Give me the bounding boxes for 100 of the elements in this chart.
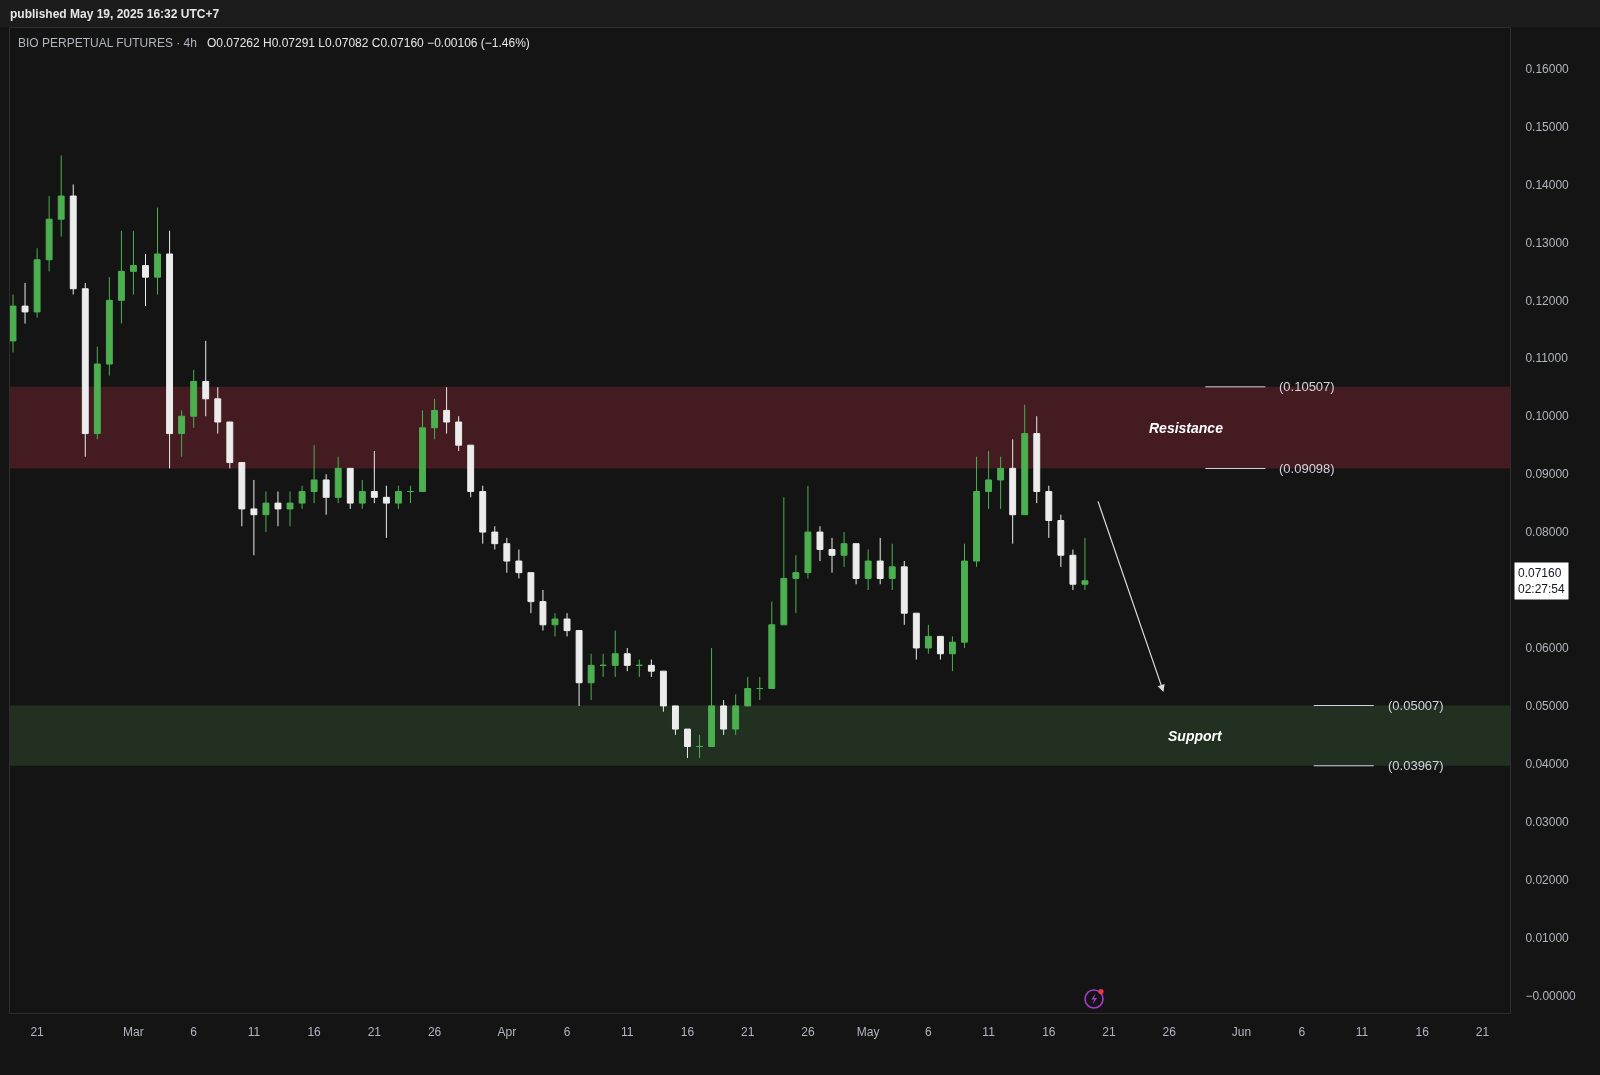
x-tick-label: 16 xyxy=(1042,1025,1056,1040)
candlestick xyxy=(756,676,764,701)
x-tick-label: 6 xyxy=(925,1025,933,1040)
x-tick-label: Apr xyxy=(497,1025,517,1040)
candlestick xyxy=(647,659,655,678)
x-tick-label: 26 xyxy=(1162,1025,1177,1040)
candlestick xyxy=(973,456,980,568)
y-tick-label: 0.14000 xyxy=(1525,177,1570,192)
candlestick xyxy=(310,444,318,504)
candlestick xyxy=(69,183,77,296)
candlestick xyxy=(455,415,463,452)
text: BIO PERPETUAL FUTURES · 4h xyxy=(18,36,197,50)
candlestick xyxy=(780,496,788,626)
candlestick xyxy=(1009,438,1017,545)
candlestick xyxy=(696,734,703,759)
candlestick xyxy=(214,386,222,435)
x-tick-label: 16 xyxy=(680,1025,695,1040)
candlestick xyxy=(949,635,956,672)
candlestick xyxy=(21,282,29,324)
candlestick xyxy=(720,699,728,736)
x-tick-label: 26 xyxy=(427,1025,442,1040)
candlestick xyxy=(1057,514,1065,568)
text: published May 19, 2025 16:32 UTC+7 xyxy=(10,7,220,21)
candlestick xyxy=(840,531,848,568)
candlestick xyxy=(1021,404,1029,516)
candlestick xyxy=(563,612,571,637)
candlestick xyxy=(117,230,125,324)
annotation: (0.03967) xyxy=(1388,758,1444,773)
text: 0.07160 02:27:54 xyxy=(1518,566,1566,596)
x-tick-label: 21 xyxy=(30,1025,45,1040)
candlestick xyxy=(744,676,752,707)
x-tick-label: 11 xyxy=(982,1025,996,1040)
x-tick-label: 21 xyxy=(741,1025,755,1040)
candlestick xyxy=(924,624,932,655)
candlestick xyxy=(274,491,282,527)
x-tick-label: Jun xyxy=(1231,1025,1252,1040)
y-tick-label: 0.03000 xyxy=(1525,814,1570,829)
candlestick xyxy=(635,659,643,678)
y-tick-label: 0.09000 xyxy=(1525,467,1570,482)
candlestick xyxy=(443,386,451,435)
candlestick xyxy=(876,537,884,585)
candlestick xyxy=(1069,548,1077,591)
candlestick xyxy=(394,485,402,510)
x-tick-label: 26 xyxy=(801,1025,815,1040)
candlestick xyxy=(334,456,342,504)
candlestick xyxy=(587,653,595,701)
candlestick xyxy=(238,462,246,527)
candlestick xyxy=(551,612,559,637)
candlestick xyxy=(575,630,583,707)
candlestick xyxy=(539,589,547,632)
annotation: (0.05007) xyxy=(1388,698,1444,713)
candlestick xyxy=(515,548,523,579)
candlestick xyxy=(322,473,330,516)
candlestick xyxy=(816,525,824,562)
candlestick xyxy=(10,294,17,353)
y-tick-label: 0.01000 xyxy=(1525,930,1570,945)
x-tick-label: 21 xyxy=(367,1025,382,1040)
candlestick xyxy=(407,485,414,504)
x-tick-label: 6 xyxy=(1298,1025,1306,1040)
x-tick-label: 21 xyxy=(1475,1025,1490,1040)
y-tick-label: 0.10000 xyxy=(1525,409,1570,424)
candlestick xyxy=(166,230,174,469)
y-tick-label: 0.16000 xyxy=(1525,61,1570,76)
candlestick xyxy=(202,340,210,417)
candlestick xyxy=(659,670,667,713)
annotation: (0.09098) xyxy=(1279,461,1335,476)
candlestick xyxy=(936,635,944,661)
band-label: Support xyxy=(1168,728,1223,744)
y-tick-label: 0.05000 xyxy=(1525,699,1570,714)
y-tick-label: 0.12000 xyxy=(1525,293,1570,308)
candlestick xyxy=(226,421,234,469)
candlestick xyxy=(346,467,354,510)
candlestick xyxy=(262,491,270,533)
x-tick-label: 16 xyxy=(307,1025,322,1040)
x-tick-label: 11 xyxy=(621,1025,634,1040)
candlestick xyxy=(768,601,776,690)
candlestick xyxy=(623,647,631,672)
x-tick-label: 6 xyxy=(563,1025,571,1040)
candlestick xyxy=(431,398,439,440)
x-tick-label: 6 xyxy=(190,1025,198,1040)
candlestick xyxy=(250,479,258,556)
candlestick xyxy=(154,207,161,296)
candlestick xyxy=(467,444,475,498)
candlestick xyxy=(1081,537,1089,591)
candlestick xyxy=(358,479,366,510)
candlestick xyxy=(178,409,186,458)
candlestick xyxy=(298,485,306,510)
candlestick xyxy=(479,485,487,545)
candlestick xyxy=(912,612,920,661)
candlestick xyxy=(33,247,41,319)
candlestick xyxy=(611,630,619,678)
candlestick xyxy=(370,450,378,504)
candlestick xyxy=(419,409,426,493)
x-tick-label: 16 xyxy=(1415,1025,1430,1040)
candlestick xyxy=(45,195,53,272)
band-label: Resistance xyxy=(1149,420,1224,436)
candlestick xyxy=(130,230,137,296)
candlestick xyxy=(961,543,968,649)
candlestick xyxy=(599,653,607,678)
y-tick-label: 0.06000 xyxy=(1525,641,1570,656)
